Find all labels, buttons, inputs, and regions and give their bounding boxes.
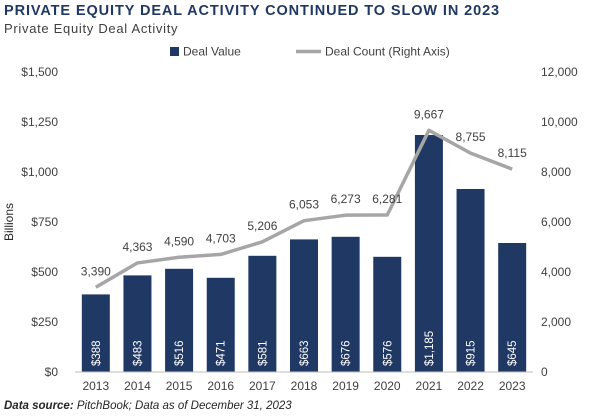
x-tick-label: 2015 bbox=[166, 379, 193, 393]
bar-2017 bbox=[248, 255, 277, 372]
deal-count-label: 4,703 bbox=[206, 231, 236, 245]
x-tick-label: 2021 bbox=[416, 379, 443, 393]
deal-count-label: 3,390 bbox=[81, 264, 111, 278]
y2-tick-label: 2,000 bbox=[541, 315, 571, 329]
x-tick-label: 2016 bbox=[207, 379, 234, 393]
x-tick-label: 2020 bbox=[374, 379, 401, 393]
y2-tick-label: 6,000 bbox=[541, 215, 571, 229]
bar-2015 bbox=[165, 268, 194, 372]
deal-count-label: 6,281 bbox=[372, 192, 402, 206]
bar-value-label: $676 bbox=[341, 340, 353, 366]
y-axis-title: Billions bbox=[2, 203, 16, 241]
legend-label-deal-count: Deal Count (Right Axis) bbox=[325, 45, 450, 59]
legend-label-deal-value: Deal Value bbox=[183, 45, 241, 59]
x-tick-label: 2014 bbox=[124, 379, 151, 393]
bar-value-label: $1,185 bbox=[424, 331, 436, 366]
bar-2020 bbox=[373, 256, 402, 372]
bar-value-label: $471 bbox=[216, 340, 228, 366]
bar-2016 bbox=[206, 277, 235, 372]
deal-count-label: 5,206 bbox=[247, 219, 277, 233]
y-tick-label: $1,500 bbox=[21, 65, 58, 79]
legend-swatch-deal-value bbox=[170, 47, 179, 56]
x-tick-label: 2022 bbox=[457, 379, 484, 393]
bar-value-label: $576 bbox=[382, 340, 394, 366]
bar-value-label: $645 bbox=[507, 340, 519, 366]
deal-count-label: 6,273 bbox=[331, 192, 361, 206]
y2-tick-label: 10,000 bbox=[541, 115, 578, 129]
y-tick-label: $1,250 bbox=[21, 115, 58, 129]
bar-2019 bbox=[331, 236, 360, 372]
y-tick-label: $750 bbox=[31, 215, 58, 229]
data-source-note: Data source: PitchBook; Data as of Decem… bbox=[4, 400, 292, 412]
y2-tick-label: 8,000 bbox=[541, 165, 571, 179]
bar-value-label: $581 bbox=[257, 340, 269, 366]
chart-title: PRIVATE EQUITY DEAL ACTIVITY CONTINUED T… bbox=[4, 3, 501, 19]
source-text: PitchBook; Data as of December 31, 2023 bbox=[73, 400, 292, 412]
x-tick-label: 2019 bbox=[332, 379, 359, 393]
deal-count-label: 9,667 bbox=[414, 107, 444, 121]
bar-value-label: $516 bbox=[174, 340, 186, 366]
deal-count-label: 6,053 bbox=[289, 198, 319, 212]
x-tick-label: 2017 bbox=[249, 379, 276, 393]
y2-tick-label: 12,000 bbox=[541, 65, 578, 79]
deal-count-label: 4,363 bbox=[122, 240, 152, 254]
y2-tick-label: 0 bbox=[541, 365, 548, 379]
y-tick-label: $1,000 bbox=[21, 165, 58, 179]
bar-value-label: $388 bbox=[91, 340, 103, 366]
deal-count-label: 8,755 bbox=[456, 130, 486, 144]
bar-value-label: $663 bbox=[299, 340, 311, 366]
x-tick-label: 2013 bbox=[82, 379, 109, 393]
bar-value-label: $483 bbox=[132, 340, 144, 366]
y2-tick-label: 4,000 bbox=[541, 265, 571, 279]
bar-2018 bbox=[290, 239, 318, 372]
source-label: Data source: bbox=[4, 400, 74, 412]
chart-subtitle: Private Equity Deal Activity bbox=[4, 21, 179, 36]
x-tick-label: 2023 bbox=[499, 379, 526, 393]
bar-value-label: $915 bbox=[466, 340, 478, 366]
y-tick-label: $250 bbox=[31, 315, 58, 329]
bar-2022 bbox=[456, 189, 485, 372]
x-tick-label: 2018 bbox=[291, 379, 318, 393]
bar-2023 bbox=[498, 243, 527, 372]
y-tick-label: $500 bbox=[31, 265, 58, 279]
bar-2021 bbox=[414, 135, 443, 372]
bar-2013 bbox=[81, 294, 110, 372]
deal-count-label: 4,590 bbox=[164, 234, 194, 248]
y-tick-label: $0 bbox=[45, 365, 59, 379]
bar-2014 bbox=[123, 275, 152, 372]
deal-count-label: 8,115 bbox=[498, 146, 527, 160]
